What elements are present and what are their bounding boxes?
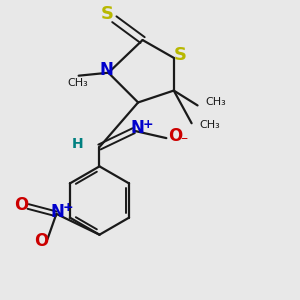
Text: N: N — [51, 203, 65, 221]
Text: N: N — [99, 61, 113, 79]
Text: O: O — [34, 232, 48, 250]
Text: H: H — [71, 137, 83, 151]
Text: N: N — [130, 119, 144, 137]
Text: ⁻: ⁻ — [37, 241, 45, 254]
Text: +: + — [142, 118, 153, 131]
Text: ⁻: ⁻ — [181, 134, 188, 148]
Text: CH₃: CH₃ — [68, 78, 88, 88]
Text: O: O — [14, 196, 29, 214]
Text: +: + — [62, 201, 73, 214]
Text: S: S — [174, 46, 187, 64]
Text: S: S — [100, 5, 113, 23]
Text: CH₃: CH₃ — [205, 98, 226, 107]
Text: CH₃: CH₃ — [199, 120, 220, 130]
Text: O: O — [168, 127, 182, 145]
